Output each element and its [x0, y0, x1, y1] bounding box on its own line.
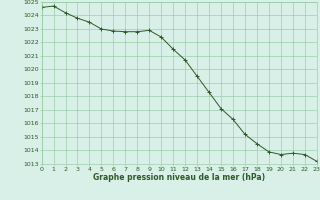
X-axis label: Graphe pression niveau de la mer (hPa): Graphe pression niveau de la mer (hPa) — [93, 173, 265, 182]
